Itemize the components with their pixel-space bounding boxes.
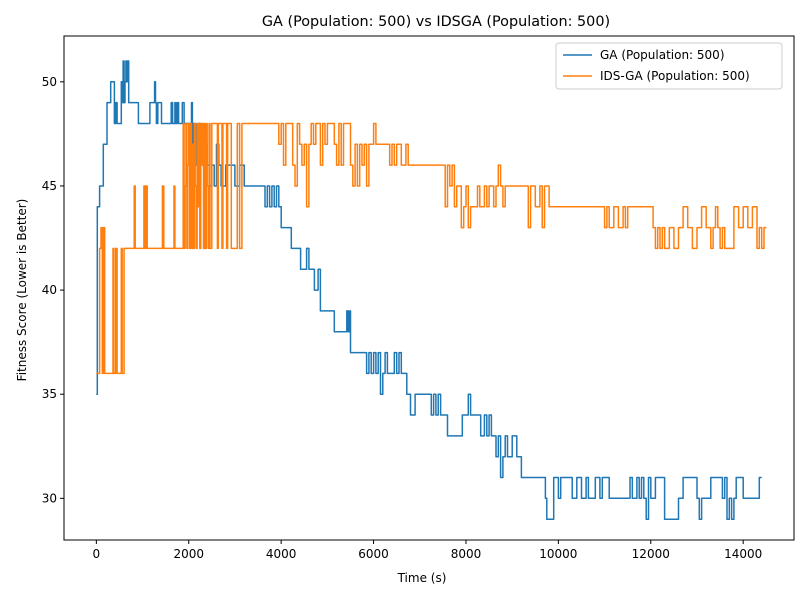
x-axis-label: Time (s) <box>397 571 447 585</box>
axes-frame <box>63 35 795 541</box>
y-tick-label: 40 <box>42 283 57 297</box>
x-tick-label: 8000 <box>451 547 482 561</box>
y-axis-ticks: 30 35 40 45 50 <box>42 75 64 505</box>
x-tick-label: 14000 <box>724 547 762 561</box>
legend-label-ga: GA (Population: 500) <box>600 48 725 62</box>
x-tick-label: 4000 <box>266 547 297 561</box>
x-tick-label: 10000 <box>539 547 577 561</box>
series-line-ga <box>96 60 762 520</box>
y-tick-label: 50 <box>42 75 57 89</box>
x-tick-label: 2000 <box>173 547 204 561</box>
y-tick-label: 30 <box>42 491 57 505</box>
legend-label-idsga: IDS-GA (Population: 500) <box>600 69 750 83</box>
legend: GA (Population: 500) IDS-GA (Population:… <box>555 42 783 90</box>
plot-area <box>63 35 795 541</box>
series-layer <box>96 60 767 520</box>
x-axis-ticks: 0 2000 4000 6000 8000 10000 12000 14000 <box>93 540 762 561</box>
x-tick-label: 6000 <box>358 547 389 561</box>
chart-title: GA (Population: 500) vs IDSGA (Populatio… <box>262 14 610 30</box>
y-axis-label: Fitness Score (Lower is Better) <box>15 199 29 382</box>
legend-box <box>555 42 783 90</box>
series-line-idsga <box>96 122 767 375</box>
y-tick-label: 35 <box>42 387 57 401</box>
x-tick-label: 12000 <box>632 547 670 561</box>
y-tick-label: 45 <box>42 179 57 193</box>
x-tick-label: 0 <box>93 547 101 561</box>
